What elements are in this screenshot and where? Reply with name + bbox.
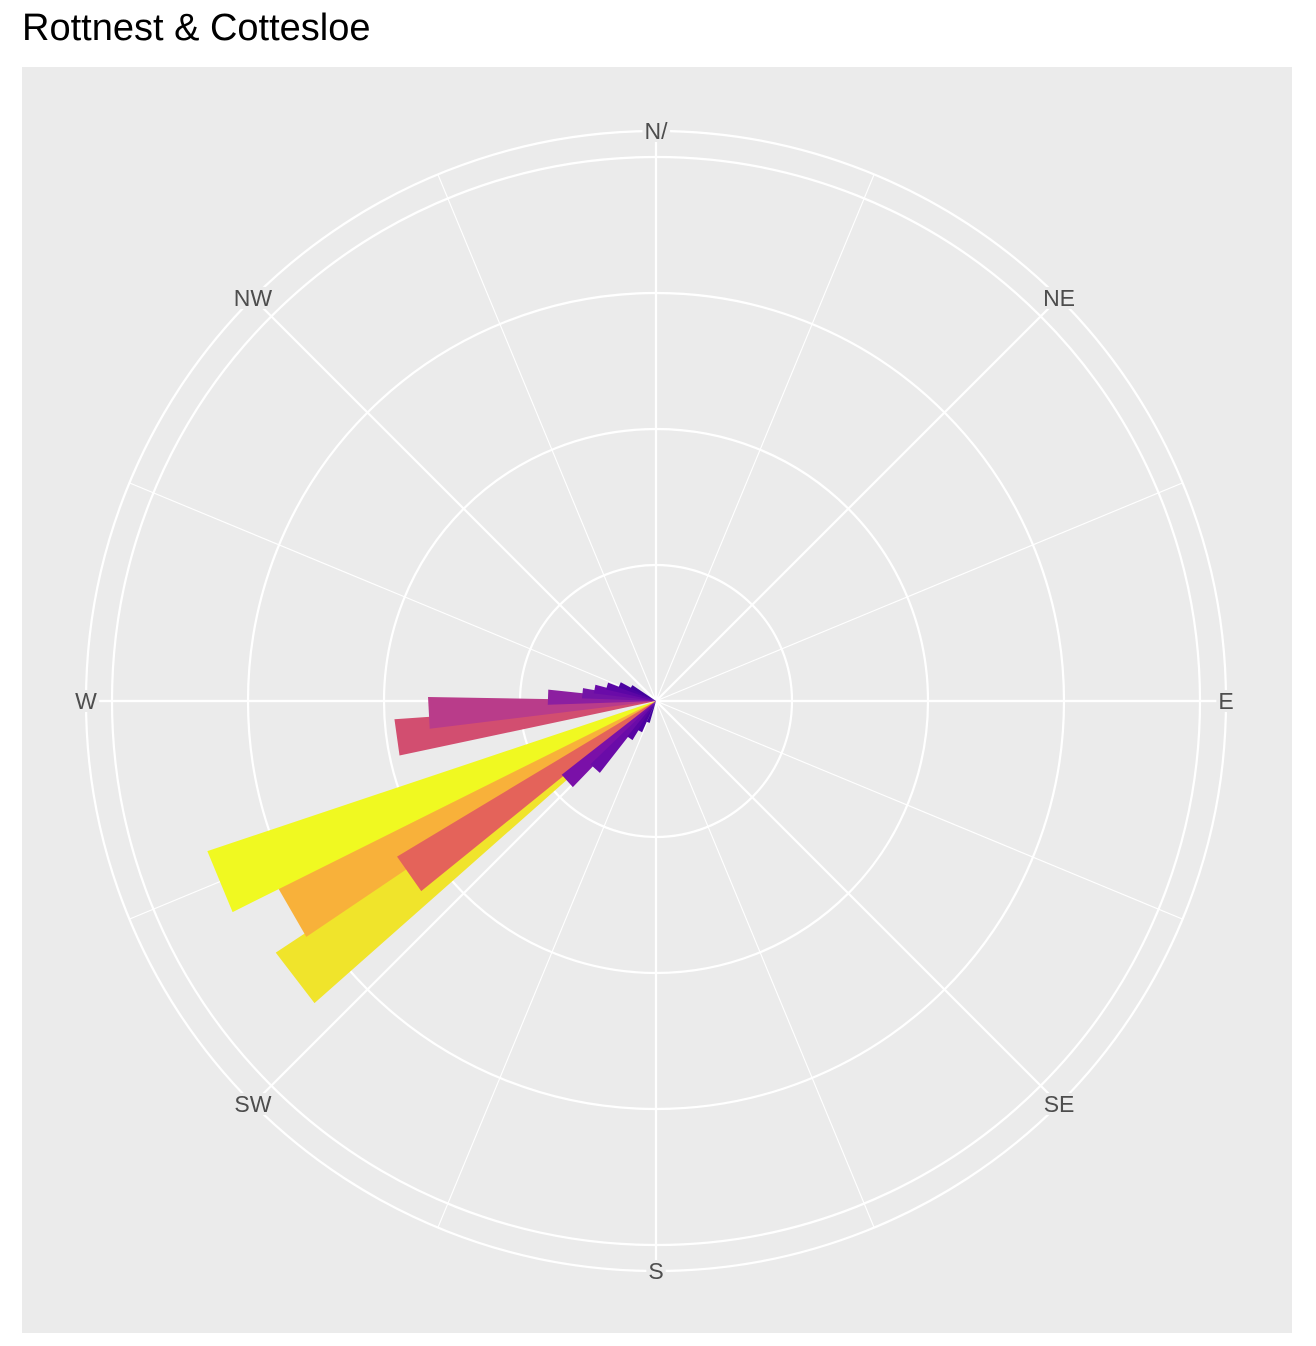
- direction-label: NE: [1043, 285, 1075, 311]
- direction-label: S: [648, 1258, 663, 1284]
- direction-label: SE: [1044, 1091, 1075, 1117]
- chart-title: Rottnest & Cottesloe: [22, 7, 371, 49]
- direction-label: SW: [234, 1091, 271, 1117]
- grid-spoke-minor: [655, 700, 875, 1228]
- direction-label-bg: [1041, 1093, 1077, 1116]
- grid-spoke-major: [252, 297, 657, 702]
- direction-label-bg: [231, 286, 275, 309]
- grid-spoke-minor: [655, 700, 1183, 920]
- direction-label-bg: [73, 690, 100, 712]
- direction-label-bg: [1216, 690, 1236, 712]
- wind-bar: [561, 701, 656, 788]
- direction-label: W: [75, 688, 97, 714]
- direction-label-bg: [642, 120, 671, 142]
- wind-bar: [627, 701, 656, 741]
- grid-spoke-major: [655, 700, 1060, 1105]
- wind-bar: [397, 701, 656, 892]
- grid-spoke-minor: [655, 482, 1183, 702]
- wind-bar: [394, 701, 656, 756]
- direction-label-bg: [232, 1093, 274, 1116]
- direction-label-bg: [646, 1260, 666, 1282]
- grid-spoke-minor: [655, 174, 875, 702]
- wind-bar: [590, 701, 656, 773]
- grid-spoke-minor: [437, 700, 657, 1228]
- wind-bar: [428, 697, 656, 729]
- direction-label: N/: [645, 118, 669, 144]
- bars: [207, 682, 656, 1004]
- direction-label-bg: [1041, 286, 1078, 309]
- grid-spoke-minor: [129, 482, 657, 702]
- direction-labels: N/NE E SE S SW W NW: [73, 118, 1236, 1284]
- direction-label: E: [1218, 688, 1233, 714]
- grid-spoke-minor: [437, 174, 657, 702]
- direction-label: NW: [234, 285, 273, 311]
- wind-bar: [630, 685, 656, 701]
- wind-bar: [646, 701, 656, 723]
- wind-bar: [637, 701, 656, 733]
- wind-bar: [207, 701, 656, 913]
- grid-spoke-major: [655, 297, 1060, 702]
